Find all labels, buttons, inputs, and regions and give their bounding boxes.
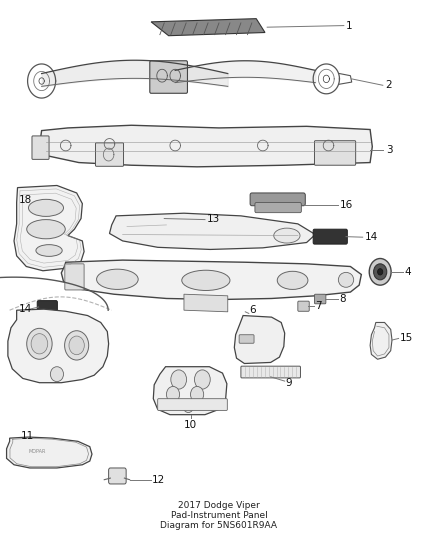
Text: 10: 10	[184, 420, 197, 430]
FancyBboxPatch shape	[313, 229, 347, 244]
FancyBboxPatch shape	[250, 193, 305, 206]
Polygon shape	[14, 185, 84, 271]
Text: 18: 18	[18, 196, 32, 205]
Ellipse shape	[182, 270, 230, 290]
Polygon shape	[8, 309, 109, 383]
Polygon shape	[370, 322, 392, 359]
Text: 3: 3	[386, 146, 393, 155]
FancyBboxPatch shape	[298, 301, 309, 311]
Polygon shape	[153, 367, 227, 415]
Text: 4: 4	[405, 267, 411, 277]
FancyBboxPatch shape	[255, 203, 301, 213]
Text: 13: 13	[207, 214, 220, 223]
Ellipse shape	[338, 272, 354, 287]
Polygon shape	[39, 125, 372, 167]
FancyBboxPatch shape	[109, 468, 126, 484]
Ellipse shape	[274, 228, 300, 243]
FancyBboxPatch shape	[37, 301, 57, 313]
Text: 2017 Dodge Viper
Pad-Instrument Panel
Diagram for 5NS601R9AA: 2017 Dodge Viper Pad-Instrument Panel Di…	[160, 500, 278, 530]
Text: 12: 12	[152, 475, 165, 484]
FancyBboxPatch shape	[32, 136, 49, 159]
Text: 16: 16	[339, 200, 353, 210]
Polygon shape	[151, 19, 265, 36]
Polygon shape	[61, 260, 361, 300]
Ellipse shape	[96, 269, 138, 289]
Ellipse shape	[64, 330, 88, 360]
FancyBboxPatch shape	[95, 143, 124, 166]
Ellipse shape	[50, 367, 64, 382]
FancyBboxPatch shape	[65, 264, 84, 290]
Circle shape	[378, 269, 383, 275]
Ellipse shape	[27, 328, 52, 359]
Text: 7: 7	[315, 302, 322, 311]
Text: 1: 1	[346, 21, 353, 30]
Ellipse shape	[36, 245, 62, 256]
Text: 6: 6	[250, 305, 256, 315]
Ellipse shape	[28, 199, 64, 216]
Circle shape	[171, 370, 187, 389]
Ellipse shape	[27, 220, 65, 239]
Circle shape	[194, 370, 210, 389]
Ellipse shape	[277, 271, 308, 289]
Circle shape	[166, 386, 180, 402]
Text: 15: 15	[399, 334, 413, 343]
Text: 2: 2	[385, 80, 392, 90]
Text: 11: 11	[21, 431, 34, 441]
Circle shape	[183, 400, 194, 413]
Polygon shape	[110, 213, 315, 249]
Ellipse shape	[31, 334, 48, 354]
Circle shape	[191, 386, 204, 402]
FancyBboxPatch shape	[150, 61, 187, 93]
Polygon shape	[234, 316, 285, 364]
Text: 14: 14	[364, 232, 378, 242]
Polygon shape	[7, 437, 92, 468]
Circle shape	[369, 259, 391, 285]
Ellipse shape	[69, 336, 84, 355]
FancyBboxPatch shape	[314, 294, 326, 304]
Text: 9: 9	[286, 378, 292, 387]
FancyBboxPatch shape	[314, 141, 356, 165]
FancyBboxPatch shape	[239, 335, 254, 343]
Circle shape	[374, 264, 387, 280]
Text: MOPAR: MOPAR	[28, 449, 46, 455]
Text: 14: 14	[18, 304, 32, 314]
FancyBboxPatch shape	[158, 399, 227, 410]
FancyBboxPatch shape	[241, 366, 300, 378]
Text: 8: 8	[339, 294, 346, 304]
Polygon shape	[184, 294, 228, 312]
